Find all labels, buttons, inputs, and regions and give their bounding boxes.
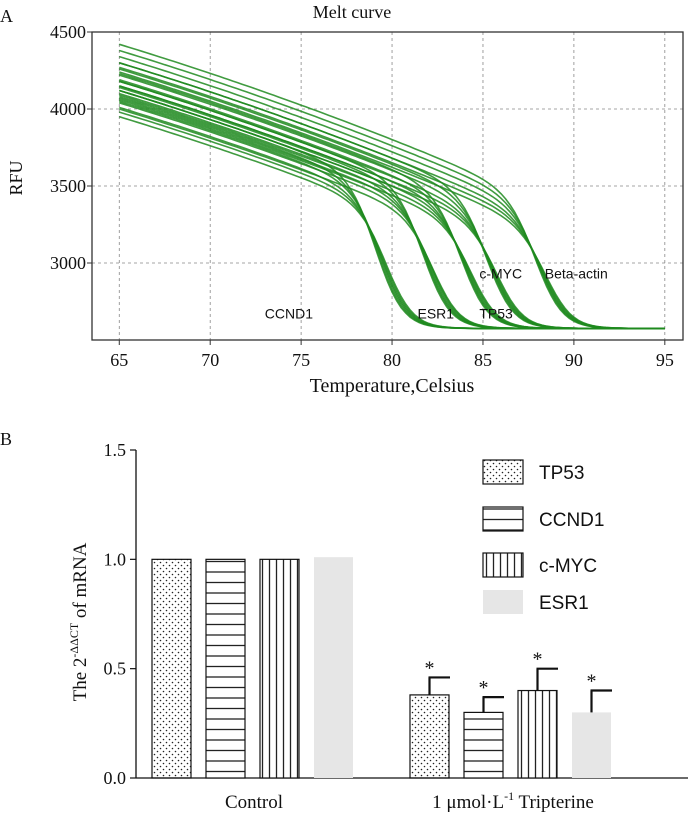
- y-tick-label: 3000: [50, 253, 86, 273]
- curve-label-ESR1: ESR1: [418, 305, 455, 321]
- legend-label-c-MYC: c-MYC: [539, 556, 597, 577]
- bar-c-MYC-0: [259, 558, 300, 779]
- significance-star: *: [425, 657, 435, 679]
- y-tick-label: 1.0: [104, 549, 127, 569]
- y-tick-label: 0.0: [104, 768, 127, 788]
- significance-star: *: [479, 677, 489, 699]
- category-label-superscript: -1: [504, 789, 514, 803]
- bar-TP53-0: [151, 558, 192, 779]
- bar-CCND1-0: [205, 558, 246, 779]
- y-tick-label: 1.5: [104, 440, 127, 460]
- category-label-control: Control: [225, 792, 283, 813]
- legend-swatch-c-MYC: [482, 552, 524, 578]
- panel-a-ticks: 65 70 75 80 85 90 95 3000 3500 4000 4500: [50, 22, 674, 370]
- legend-swatch-TP53: [482, 459, 524, 485]
- x-tick-label: 65: [110, 350, 128, 370]
- y-label-superscript: -ΔΔCT: [67, 622, 81, 657]
- legend-swatch-CCND1: [482, 506, 524, 532]
- x-tick-label: 80: [383, 350, 401, 370]
- panel-b-y-axis-label: The 2-ΔΔCT of mRNA: [67, 542, 91, 701]
- x-tick-label: 70: [201, 350, 219, 370]
- legend-label-ESR1: ESR1: [539, 593, 589, 614]
- y-tick-label: 3500: [50, 176, 86, 196]
- melt-curve-c-MYC: [119, 89, 665, 330]
- curve-label-TP53: TP53: [479, 305, 513, 321]
- panel-a-label: A: [0, 6, 13, 26]
- y-tick-label: 4500: [50, 22, 86, 42]
- significance-star: *: [587, 671, 597, 693]
- panel-a-x-axis-label: Temperature,Celsius: [310, 375, 475, 397]
- category-label-suffix: Tripterine: [514, 792, 594, 813]
- legend-label-TP53: TP53: [539, 463, 584, 484]
- bar-TP53-1: [409, 694, 450, 779]
- legend-swatch-ESR1: [483, 590, 523, 614]
- curve-label-c-MYC: c-MYC: [479, 265, 522, 281]
- x-tick-label: 75: [292, 350, 310, 370]
- legend-label-CCND1: CCND1: [539, 510, 604, 531]
- panel-a-y-axis-label: RFU: [6, 160, 26, 195]
- curve-label-CCND1: CCND1: [265, 305, 313, 321]
- panel-b-legend: TP53 CCND1 c-MYC ESR1: [482, 459, 604, 614]
- y-label-suffix: of mRNA: [70, 542, 91, 623]
- y-tick-label: 4000: [50, 99, 86, 119]
- melt-curve-Beta-actin: [119, 71, 665, 330]
- bar-c-MYC-1: [517, 689, 558, 779]
- category-label-prefix: 1 μmol·L: [432, 792, 504, 813]
- bar-ESR1-1: [572, 712, 611, 778]
- bar-ESR1-0: [314, 557, 353, 778]
- x-tick-label: 90: [565, 350, 583, 370]
- category-label-tripterine: 1 μmol·L-1 Tripterine: [432, 789, 594, 813]
- bar-CCND1-1: [463, 711, 504, 779]
- panel-a-curve-labels: CCND1 ESR1 TP53 c-MYC Beta-actin: [265, 265, 608, 321]
- significance-star: *: [533, 649, 543, 671]
- panel-b-label: B: [0, 429, 12, 449]
- y-label-prefix: The 2: [70, 658, 91, 702]
- panel-a-title: Melt curve: [313, 2, 391, 22]
- panel-a-grid: [92, 31, 683, 340]
- curve-label-Beta-actin: Beta-actin: [545, 265, 608, 281]
- panel-b-bars: * * * *: [151, 557, 612, 779]
- x-tick-label: 95: [656, 350, 674, 370]
- y-tick-label: 0.5: [104, 659, 127, 679]
- panel-a-curves: [119, 43, 665, 330]
- x-tick-label: 85: [474, 350, 492, 370]
